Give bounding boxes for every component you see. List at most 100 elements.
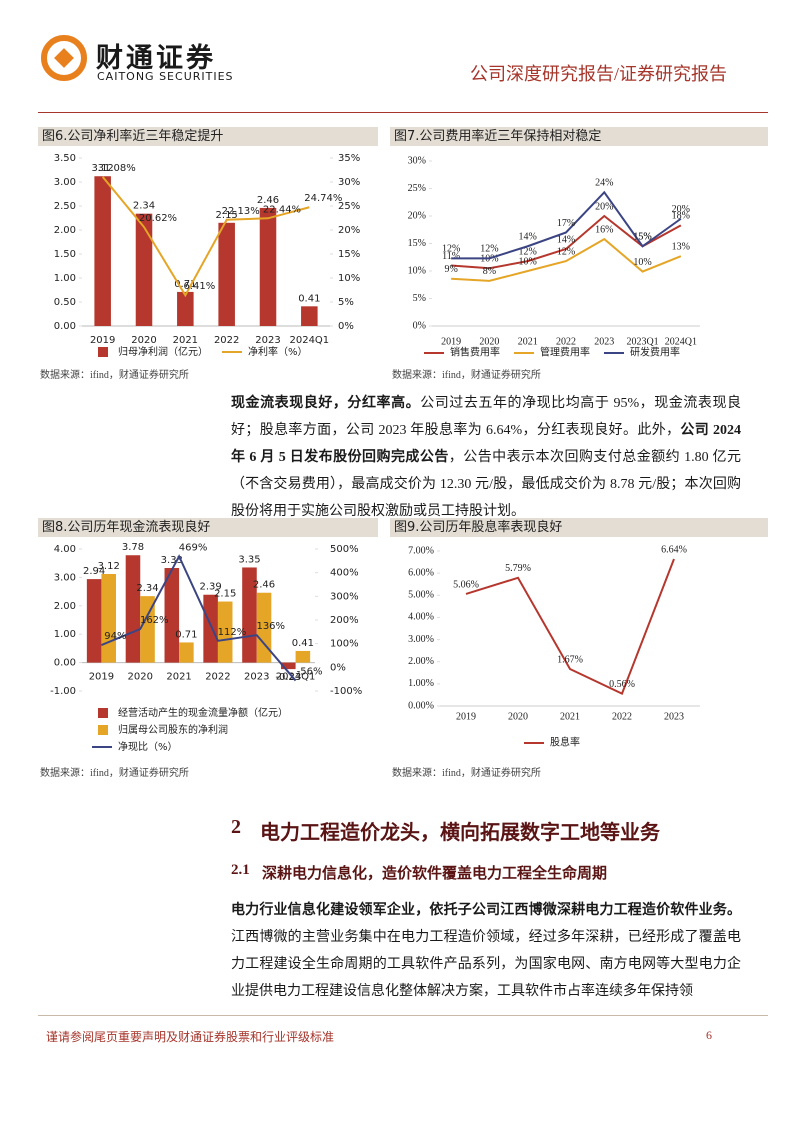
subsection-number: 2.1 xyxy=(231,862,250,878)
y-tick-label: 2.00 xyxy=(54,225,76,236)
logo-icon xyxy=(41,35,87,81)
data-label: 2.46 xyxy=(257,195,279,206)
text-run: ，公告中表示本次回购支付总金额约 1.80 亿元（不含交易费用），最高成交价为 … xyxy=(231,450,742,519)
legend-label: 归母净利润（亿元） xyxy=(118,345,208,358)
x-tick-label: 2021 xyxy=(166,672,191,683)
x-tick-label: 2022 xyxy=(556,336,576,347)
data-label: 6.41% xyxy=(183,281,215,292)
data-label: 16% xyxy=(595,224,613,235)
data-label: 0.71 xyxy=(174,279,196,290)
data-label: 11% xyxy=(442,251,460,262)
data-label: 22.44% xyxy=(263,204,301,215)
y-tick-label: 0.00 xyxy=(54,321,76,332)
page-number: 6 xyxy=(706,1028,712,1042)
bar xyxy=(259,207,277,326)
data-label: 162% xyxy=(140,615,169,626)
y-tick-label: 7.00% xyxy=(408,545,434,556)
legend-swatch xyxy=(98,708,108,718)
y-tick-label: 2.00% xyxy=(408,656,434,667)
bar xyxy=(94,176,111,326)
legend-swatch xyxy=(98,347,108,357)
data-label: 5.79% xyxy=(505,563,531,574)
y-tick-label: 5% xyxy=(413,293,426,304)
chart-title: 图6.公司净利率近三年稳定提升 xyxy=(38,127,378,146)
y-tick-label: 3.00% xyxy=(408,634,434,645)
data-label: 12% xyxy=(519,246,537,257)
bar xyxy=(256,592,272,663)
bar xyxy=(86,579,102,663)
chart-source: 数据来源：ifind，财通证券研究所 xyxy=(392,768,541,779)
data-label: 2.39 xyxy=(200,582,222,593)
data-label: 0.41 xyxy=(292,638,314,649)
x-tick-label: 2023 xyxy=(255,335,280,346)
y-tick-label: 3.00 xyxy=(54,177,76,188)
bar xyxy=(101,573,116,663)
y-tick-label: 2.50 xyxy=(54,201,76,212)
x-tick-label: 2021 xyxy=(560,711,580,722)
chart-source: 数据来源：ifind，财通证券研究所 xyxy=(40,768,189,779)
chart: -1.00 0.00 1.00 2.00 3.00 4.00 -100% 0% 100% 200%… xyxy=(50,542,362,753)
data-label: 18% xyxy=(672,211,690,222)
y2-tick-label: 15% xyxy=(338,249,360,260)
x-tick-label: 2019 xyxy=(456,711,476,722)
y-tick-label: 1.00% xyxy=(408,678,434,689)
bar xyxy=(179,642,194,663)
footer-disclaimer: 谨请参阅尾页重要声明及财通证券股票和行业评级标准 xyxy=(46,1030,335,1044)
data-label: 0.41 xyxy=(298,293,320,304)
x-tick-label: 2024Q1 xyxy=(276,672,316,683)
chart: 0.00 0.50 1.00 1.50 2.00 2.50 3.00 3.50 0% 5% 10% 1… xyxy=(54,153,361,358)
y-tick-label: -1.00 xyxy=(50,686,76,697)
y2-tick-label: 5% xyxy=(338,297,354,308)
line-series xyxy=(101,554,297,682)
data-label: 13% xyxy=(672,241,690,252)
data-label: 12% xyxy=(557,246,575,257)
bar xyxy=(164,568,180,663)
legend-label: 归属母公司股东的净利润 xyxy=(118,723,228,736)
y-tick-label: 1.00 xyxy=(54,273,76,284)
legend-label: 净现比（%） xyxy=(118,740,178,753)
data-label: 3.35 xyxy=(238,554,260,565)
data-label: 2.94 xyxy=(83,566,105,577)
y-tick-label: 2.00 xyxy=(54,601,76,612)
y-tick-label: 5.00% xyxy=(408,590,434,601)
data-label: 0.71 xyxy=(175,629,197,640)
line-series xyxy=(101,176,310,298)
x-tick-label: 2020 xyxy=(508,711,528,722)
data-label: 2.34 xyxy=(133,201,155,212)
data-label: 15% xyxy=(633,232,651,243)
data-label: 24% xyxy=(595,178,613,189)
legend-label: 股息率 xyxy=(550,735,580,748)
text-run: 电力行业信息化建设领军企业，依托子公司江西博微深耕电力工程造价软件业务。 xyxy=(231,903,741,918)
data-label: 112% xyxy=(218,627,247,638)
data-label: 3.12 xyxy=(92,163,114,174)
data-label: 22.13% xyxy=(222,206,260,217)
x-tick-label: 2022 xyxy=(205,672,230,683)
y2-tick-label: 35% xyxy=(338,153,360,164)
x-tick-label: 2024Q1 xyxy=(289,335,329,346)
x-tick-label: 2020 xyxy=(131,335,156,346)
chart: 0% 5% 10% 15% 20% 25% 30% 2019 2020 2021 2022 2023 2… xyxy=(408,155,700,358)
text-run: 江西博微的主营业务集中在电力工程造价领域，经过多年深耕，已经形成了覆盖电力工程建… xyxy=(231,930,741,999)
paragraph: 电力行业信息化建设领军企业，依托子公司江西博微深耕电力工程造价软件业务。江西博微… xyxy=(231,897,741,1005)
data-label: 20% xyxy=(672,204,690,215)
bar xyxy=(140,596,155,663)
bar xyxy=(218,222,235,326)
legend-label: 净利率（%） xyxy=(248,345,308,358)
y2-tick-label: 10% xyxy=(338,273,360,284)
bar xyxy=(125,555,141,663)
x-tick-label: 2019 xyxy=(441,336,461,347)
data-label: 94% xyxy=(104,631,126,642)
y2-tick-label: 0% xyxy=(338,321,354,332)
chart-title: 图7.公司费用率近三年保持相对稳定 xyxy=(390,127,768,146)
data-label: 24.74% xyxy=(304,193,342,204)
text-run: 公司 2024 年 6 月 5 日发布股份回购完成公告 xyxy=(231,423,741,465)
data-label: 3.12 xyxy=(98,561,120,572)
report-type: 公司深度研究报告/证券研究报告 xyxy=(470,64,727,84)
x-tick-label: 2021 xyxy=(173,335,198,346)
bar xyxy=(135,213,153,326)
bar xyxy=(242,567,257,663)
chart-source: 数据来源：ifind，财通证券研究所 xyxy=(40,370,189,381)
y2-tick-label: 25% xyxy=(338,201,360,212)
data-label: 15% xyxy=(633,232,651,243)
